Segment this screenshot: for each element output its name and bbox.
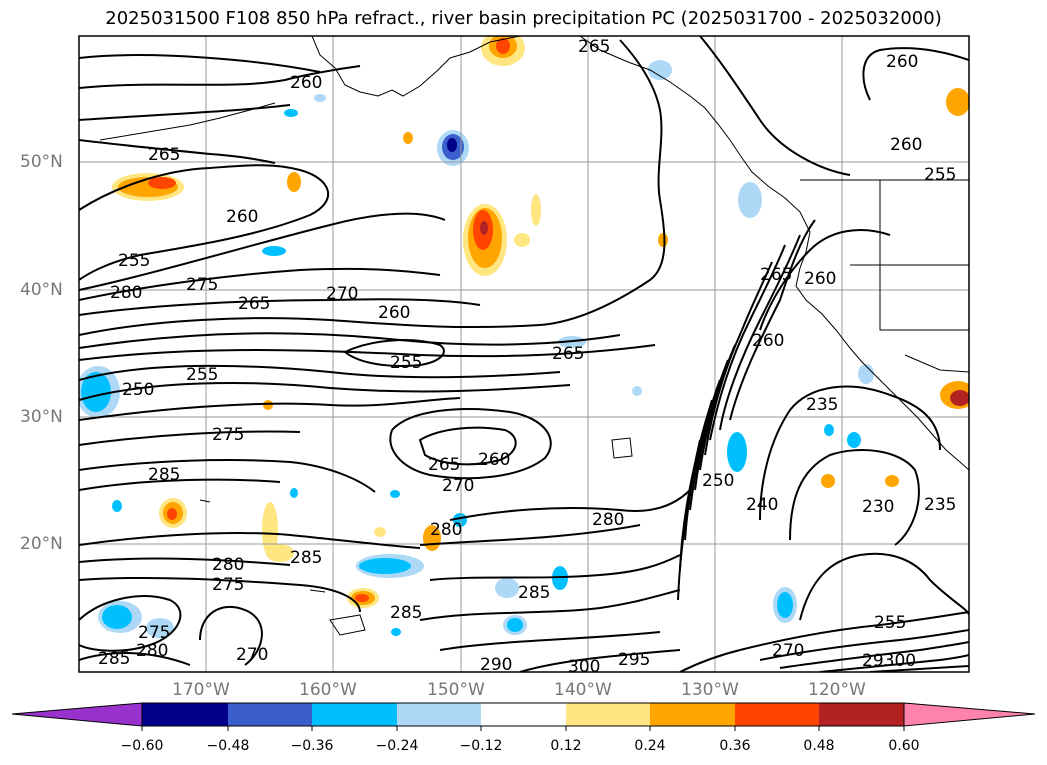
contour-label: 235	[924, 495, 956, 515]
contour-label: 285	[518, 583, 550, 603]
contour-label: 280	[110, 283, 142, 303]
contour-label: 285	[290, 548, 322, 568]
contour-label: 300	[568, 657, 600, 677]
contour-label: 265	[760, 265, 792, 285]
contour-label: 260	[226, 207, 258, 227]
contour-label: 260	[290, 73, 322, 93]
contour-label: 255	[118, 251, 150, 271]
contour-label: 230	[862, 497, 894, 517]
coastlines	[99, 36, 969, 636]
contour-label: 295	[618, 650, 650, 670]
lon-label-130w: 130°W	[681, 680, 739, 700]
lon-label-120w: 120°W	[808, 680, 866, 700]
lon-label-150w: 150°W	[427, 680, 485, 700]
contour-label: 285	[148, 465, 180, 485]
lon-label-160w: 160°W	[299, 680, 357, 700]
map-frame	[78, 35, 970, 673]
colorbar-segment	[650, 703, 735, 726]
contour-label: 260	[478, 450, 510, 470]
contour-label: 265	[428, 455, 460, 475]
colorbar-tick-label: −0.24	[375, 738, 419, 754]
lat-label-30n: 30°N	[20, 407, 63, 427]
colorbar-tick-label: −0.60	[120, 738, 164, 754]
colorbar-right-extension	[903, 702, 1036, 727]
contour-label: 29300	[862, 651, 916, 671]
contour-label: 275	[212, 575, 244, 595]
contour-label: 280	[430, 520, 462, 540]
contour-label: 270	[326, 284, 358, 304]
contour-label: 285	[390, 603, 422, 623]
contour-label: 260	[886, 52, 918, 72]
colorbar-segment	[142, 703, 228, 726]
contour-label: 290	[480, 655, 512, 675]
colorbar-tick-label: −0.48	[206, 738, 250, 754]
contour-label: 285	[98, 649, 130, 669]
map-title: 2025031500 F108 850 hPa refract., river …	[105, 8, 942, 29]
contour-label: 250	[122, 380, 154, 400]
colorbar-tick-label: 0.24	[634, 738, 666, 754]
contour-label: 265	[148, 145, 180, 165]
contour-label: 270	[442, 476, 474, 496]
contour-label: 270	[236, 645, 268, 665]
colorbar-segment	[819, 703, 904, 726]
colorbar-segment	[228, 703, 312, 726]
colorbar	[11, 702, 1036, 731]
colorbar-segment	[481, 703, 566, 726]
contour-label: 275	[212, 425, 244, 445]
colorbar-tick-label: 0.36	[719, 738, 751, 754]
contour-label: 260	[890, 135, 922, 155]
colorbar-segment	[735, 703, 819, 726]
lat-label-50n: 50°N	[20, 152, 63, 172]
colorbar-left-extension	[11, 702, 143, 727]
lon-label-140w: 140°W	[554, 680, 612, 700]
lat-label-40n: 40°N	[20, 280, 63, 300]
contour-label: 270	[772, 641, 804, 661]
contour-label: 255	[874, 613, 906, 633]
colorbar-tick-label: 0.60	[888, 738, 920, 754]
contour-label: 265	[552, 344, 584, 364]
lat-label-20n: 20°N	[20, 534, 63, 554]
refractivity-contours	[79, 36, 969, 672]
contour-label: 280	[136, 641, 168, 661]
contour-label: 260	[378, 303, 410, 323]
contour-labels: 265 260 260 255 265 260 260 255 275 280 …	[98, 37, 956, 677]
map-background	[79, 36, 969, 672]
contour-label: 265	[238, 294, 270, 314]
colorbar-tick-label: 0.12	[550, 738, 582, 754]
contour-label: 280	[212, 555, 244, 575]
contour-label: 250	[702, 471, 734, 491]
graticule	[79, 36, 969, 672]
contour-label: 240	[746, 495, 778, 515]
contour-label: 235	[806, 395, 838, 415]
colorbar-tick-label: −0.36	[290, 738, 334, 754]
colorbar-frame	[141, 702, 905, 727]
colorbar-segment	[312, 703, 397, 726]
contour-label: 260	[752, 331, 784, 351]
colorbar-tick-label: −0.12	[459, 738, 503, 754]
lon-label-170w: 170°W	[172, 680, 230, 700]
contour-label: 275	[138, 623, 170, 643]
colorbar-segment	[566, 703, 650, 726]
contour-label: 255	[924, 165, 956, 185]
contour-label: 255	[390, 353, 422, 373]
contour-label: 260	[804, 269, 836, 289]
contour-label: 275	[186, 275, 218, 295]
colorbar-tick-label: 0.48	[803, 738, 835, 754]
contour-label: 265	[578, 37, 610, 57]
colorbar-segment	[397, 703, 481, 726]
contour-label: 255	[186, 365, 218, 385]
contour-label: 280	[592, 510, 624, 530]
